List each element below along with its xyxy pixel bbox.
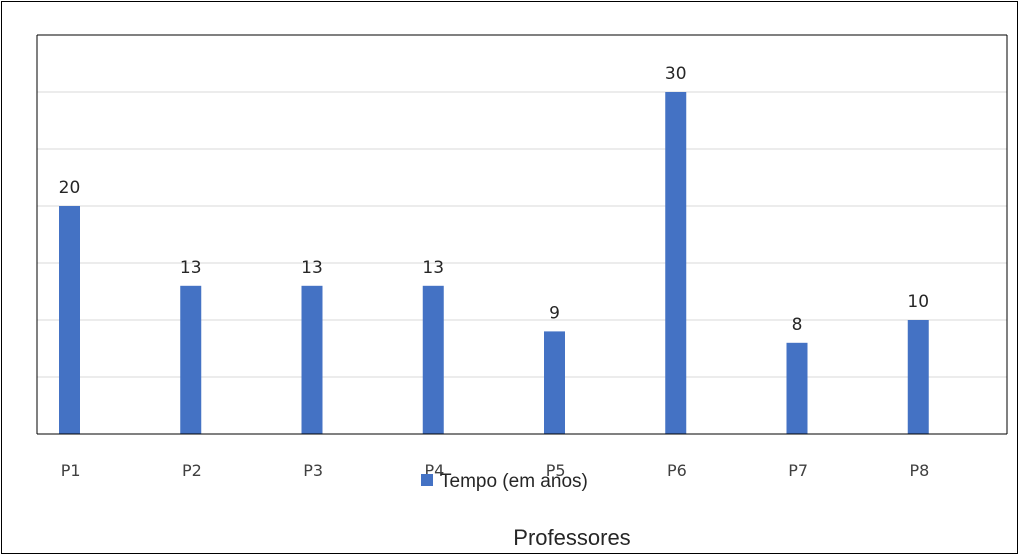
bar-p5 [544,331,565,434]
data-label-p8: 10 [907,292,929,312]
x-axis-title: Professores [513,525,630,550]
x-tick-label-p3: P3 [303,461,323,480]
bar-p8 [907,320,929,434]
data-labels: 20 13 13 13 9 30 8 10 [59,64,929,335]
legend-label: Tempo (em anos) [440,471,588,492]
data-label-p1: 20 [59,178,81,198]
x-tick-label-p8: P8 [909,461,929,480]
x-tick-labels: P1 P2 P3 P4 P5 P6 P7 P8 [61,461,930,480]
x-tick-label-p7: P7 [788,461,808,480]
bar-p2 [180,285,202,434]
data-label-p7: 8 [792,315,803,335]
bar-p7 [786,342,808,434]
data-label-p6: 30 [665,64,687,84]
legend-swatch [421,474,433,486]
x-tick-label-p6: P6 [667,461,687,480]
data-label-p2: 13 [180,258,202,278]
data-label-p5: 9 [549,303,560,323]
x-tick-label-p5: P5 [546,461,566,480]
bars [59,92,929,434]
x-tick-label-p1: P1 [61,461,81,480]
bar-p4 [422,285,444,434]
bar-p1 [59,206,80,434]
legend: Tempo (em anos) [421,471,588,492]
x-tick-label-p2: P2 [182,461,202,480]
bar-p6 [665,92,687,434]
data-label-p4: 13 [422,258,444,278]
data-label-p3: 13 [301,258,323,278]
bar-p3 [301,285,323,434]
